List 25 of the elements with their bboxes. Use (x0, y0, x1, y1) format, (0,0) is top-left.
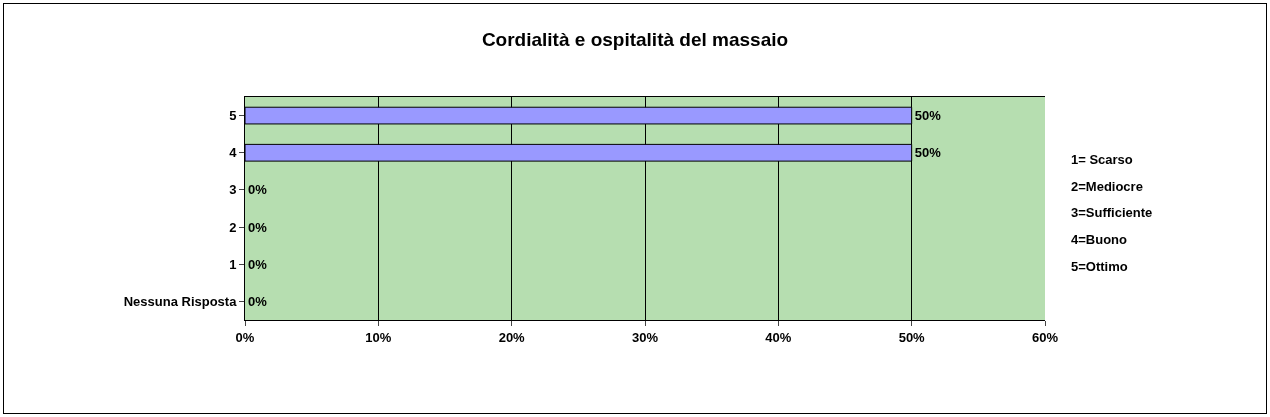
text: 2=Mediocre (1071, 179, 1143, 194)
x-tick-label: 30% (631, 329, 659, 345)
x-tick-label: 0% (235, 329, 255, 345)
x-tick-label: 50% (898, 329, 926, 345)
data-label: 0% (248, 219, 268, 235)
y-tick-label: 2 (229, 219, 237, 235)
y-tick-label: 5 (229, 108, 237, 124)
chart-title: Cordialità e ospitalità del massaio (481, 28, 789, 50)
data-label: 0% (248, 256, 268, 272)
x-tick-label: 10% (365, 329, 392, 345)
y-tick-label: 3 (229, 182, 237, 198)
text: 3=Sufficiente (1071, 205, 1153, 220)
data-label: 0% (248, 293, 268, 309)
y-tick-label: 1 (229, 256, 237, 272)
text: 4=Buono (1071, 232, 1128, 247)
x-tick-label: 60% (1031, 329, 1059, 345)
data-label: 50% (914, 145, 942, 161)
x-tick-label: 40% (765, 329, 792, 345)
text: 5=Ottimo (1071, 259, 1128, 274)
x-tick-label: 20% (498, 329, 526, 345)
y-tick-label: 4 (229, 145, 238, 161)
text: 1= Scarso (1071, 152, 1133, 167)
y-tick-label: Nessuna Risposta (123, 293, 238, 309)
data-label: 0% (248, 182, 268, 198)
data-label: 50% (914, 108, 942, 124)
